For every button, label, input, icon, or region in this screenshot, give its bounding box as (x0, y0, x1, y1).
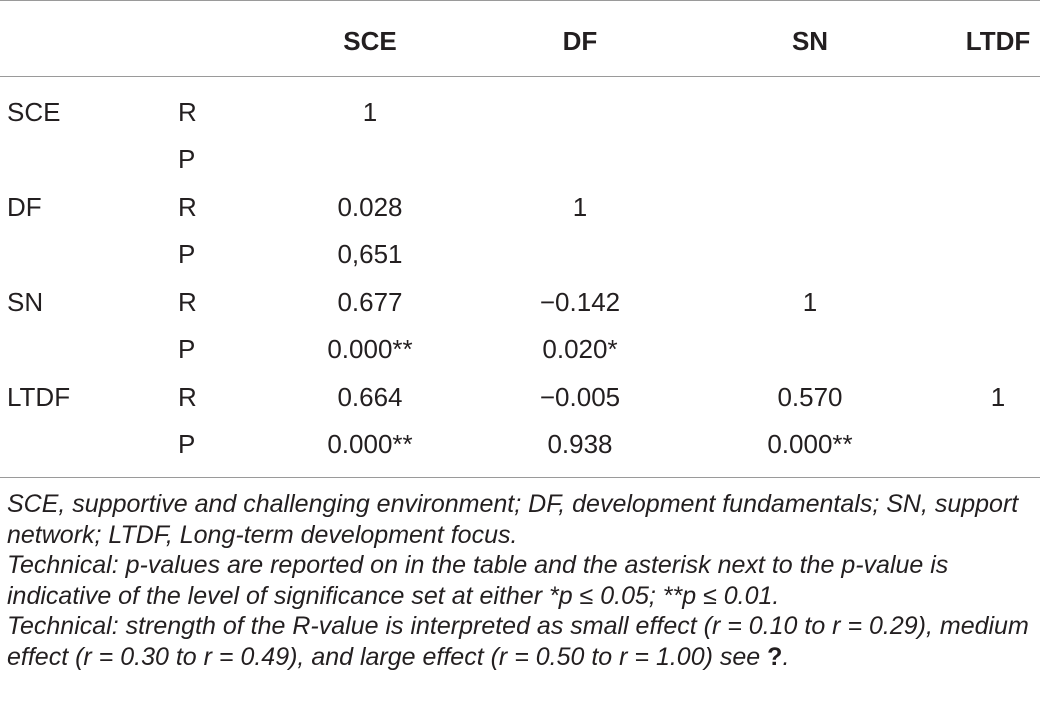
table-cell: 0.028 (337, 192, 403, 222)
table-cell: −0.005 (539, 382, 621, 412)
table-cell: 0,651 (337, 239, 403, 269)
column-header-sn: SN (791, 26, 829, 56)
table-bottom-rule (0, 477, 1040, 478)
row-stat-label: P (178, 144, 196, 174)
column-header-df: DF (562, 26, 598, 56)
row-stat-label: R (178, 382, 197, 412)
footnote-abbreviations: SCE, supportive and challenging environm… (7, 490, 1019, 549)
table-cell: 1 (362, 97, 378, 127)
row-stat-label: P (178, 239, 196, 269)
footnote-technical-p: Technical: p-values are reported on in t… (7, 551, 949, 610)
row-variable-label: SN (7, 287, 44, 317)
table-footnotes: SCE, supportive and challenging environm… (7, 489, 1037, 672)
table-cell: 0.020* (542, 334, 618, 364)
table-cell: 0.938 (547, 429, 613, 459)
column-header-ltdf: LTDF (965, 26, 1031, 56)
footnote-technical-r-text: Technical: strength of the R-value is in… (7, 612, 1029, 671)
column-header-sce: SCE (343, 26, 397, 56)
table-cell: 0.000** (767, 429, 853, 459)
footnote-end-period: . (782, 642, 790, 671)
table-cell: 0.664 (337, 382, 403, 412)
table-cell: 0.677 (337, 287, 403, 317)
footnote-technical-r: Technical: strength of the R-value is in… (7, 611, 1037, 672)
table-header-rule (0, 76, 1040, 77)
row-variable-label: SCE (7, 97, 61, 127)
row-variable-label: LTDF (7, 382, 71, 412)
table-cell: 1 (802, 287, 818, 317)
table-cell: 1 (990, 382, 1006, 412)
row-stat-label: P (178, 429, 196, 459)
row-variable-label: DF (7, 192, 42, 222)
table-cell: −0.142 (539, 287, 621, 317)
table-cell: 0.570 (777, 382, 843, 412)
reference-marker[interactable]: ? (767, 642, 783, 671)
table-cell: 0.000** (327, 429, 413, 459)
table-cell: 1 (572, 192, 588, 222)
table-cell: 0.000** (327, 334, 413, 364)
row-stat-label: R (178, 192, 197, 222)
row-stat-label: R (178, 287, 197, 317)
table-top-rule (0, 0, 1040, 1)
row-stat-label: P (178, 334, 196, 364)
row-stat-label: R (178, 97, 197, 127)
